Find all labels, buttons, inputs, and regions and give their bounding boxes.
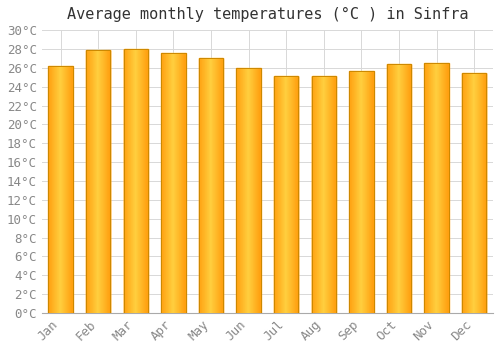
Bar xyxy=(199,58,223,313)
Bar xyxy=(124,49,148,313)
Bar xyxy=(86,50,110,313)
Bar xyxy=(161,53,186,313)
Bar xyxy=(349,71,374,313)
Bar xyxy=(462,72,486,313)
Bar xyxy=(236,68,261,313)
Bar xyxy=(48,66,73,313)
Bar xyxy=(274,76,298,313)
Bar xyxy=(424,63,449,313)
Bar xyxy=(312,76,336,313)
Bar xyxy=(387,64,411,313)
Title: Average monthly temperatures (°C ) in Sinfra: Average monthly temperatures (°C ) in Si… xyxy=(66,7,468,22)
